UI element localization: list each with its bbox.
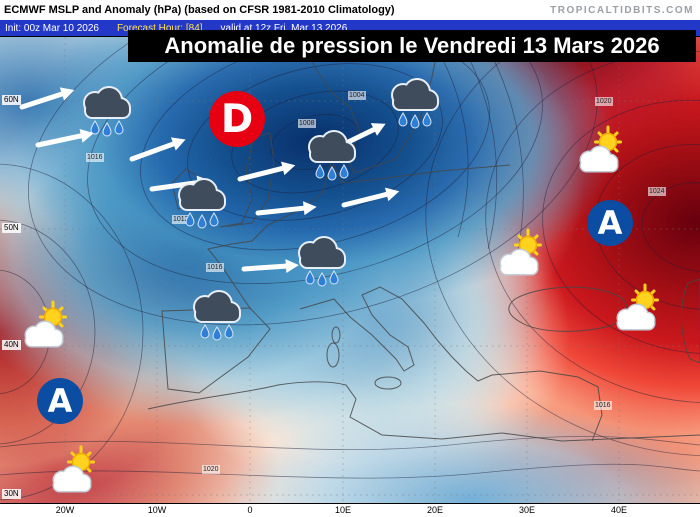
- wind-arrow: [19, 87, 75, 110]
- forecast-hour: Forecast Hour: [84]: [116, 22, 203, 34]
- sun-cloud-icon: [571, 124, 629, 179]
- pressure-center-d: D: [209, 91, 265, 147]
- wind-arrow: [35, 129, 94, 148]
- isobar-label: 1020: [595, 97, 613, 106]
- isobar-label: 1008: [298, 119, 316, 128]
- longitude-axis: 20W 10W 0 10E 20E 30E 40E: [0, 503, 700, 517]
- sun-cloud-icon: [16, 299, 74, 354]
- chart-title: ECMWF MSLP and Anomaly (hPa) (based on C…: [4, 4, 395, 16]
- lon-label: 30E: [518, 505, 536, 515]
- headline-text: Anomalie de pression le Vendredi 13 Mars…: [164, 33, 660, 58]
- sun-cloud-icon: [491, 227, 549, 282]
- isobar-label: 1024: [648, 187, 666, 196]
- graticule: [0, 37, 700, 503]
- wind-arrow: [129, 137, 186, 162]
- rain-cloud-icon: [288, 235, 352, 292]
- valid-time: valid at 12z Fri, Mar 13 2026: [220, 22, 348, 34]
- isobar-label: 1020: [202, 465, 220, 474]
- lat-label: 50N: [2, 223, 21, 233]
- lon-label: 10W: [147, 505, 167, 515]
- lat-label: 40N: [2, 340, 21, 350]
- isobar-label: 1016: [86, 153, 104, 162]
- wind-arrow: [237, 161, 296, 182]
- isobar-label: 1016: [594, 401, 612, 410]
- pressure-center-a: A: [37, 378, 83, 424]
- lon-label: 20W: [55, 505, 75, 515]
- isobar-label: 1004: [348, 91, 366, 100]
- rain-cloud-icon: [168, 177, 232, 234]
- rain-cloud-icon: [73, 85, 137, 142]
- wind-arrow: [255, 201, 317, 216]
- init-time: Init: 00z Mar 10 2026: [5, 22, 99, 34]
- lon-label: 10E: [334, 505, 352, 515]
- headline-banner: Anomalie de pression le Vendredi 13 Mars…: [128, 30, 696, 62]
- isobar-label: 1012: [172, 215, 190, 224]
- site-watermark: TROPICALTIDBITS.COM: [550, 4, 694, 16]
- lon-label: 0: [247, 505, 253, 515]
- pressure-center-a: A: [587, 200, 633, 246]
- isobar-label: 1016: [206, 263, 224, 272]
- header: ECMWF MSLP and Anomaly (hPa) (based on C…: [0, 0, 700, 20]
- rain-cloud-icon: [298, 129, 362, 186]
- sun-cloud-icon: [44, 444, 102, 499]
- rain-cloud-icon: [381, 77, 445, 134]
- anomaly-field: [0, 37, 700, 503]
- wind-arrow: [341, 187, 400, 208]
- sun-cloud-icon: [608, 282, 666, 337]
- wind-arrow: [241, 259, 299, 274]
- map: 60N 50N 40N 30N 1020 1016 1012 1008 1004 1016 1020…: [0, 36, 700, 503]
- rain-cloud-icon: [183, 289, 247, 346]
- lon-label: 40E: [610, 505, 628, 515]
- lon-label: 20E: [426, 505, 444, 515]
- lat-label: 30N: [2, 489, 21, 499]
- lat-label: 60N: [2, 95, 21, 105]
